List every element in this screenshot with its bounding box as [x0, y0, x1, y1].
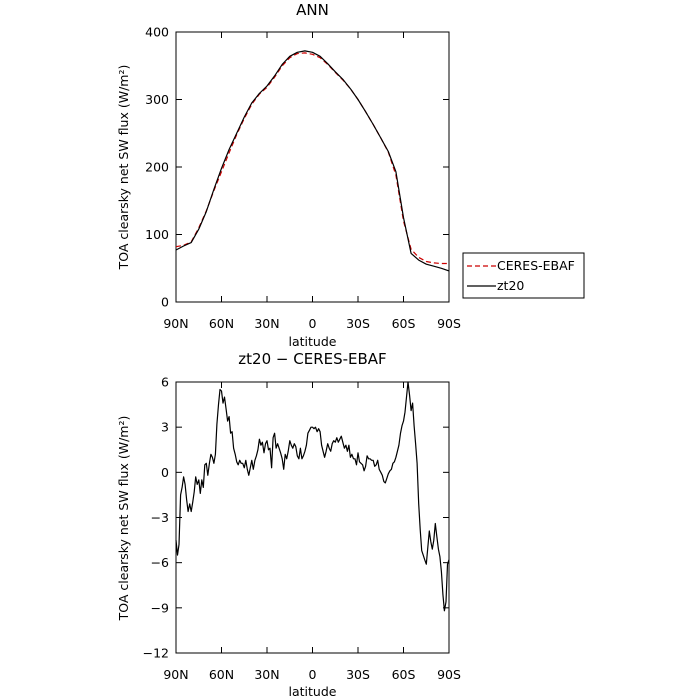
x-tick-label: 60N: [209, 667, 234, 682]
y-tick-label: 3: [161, 420, 169, 435]
y-tick-label: 200: [145, 160, 169, 175]
x-tick-label: 60S: [392, 667, 416, 682]
series-lines: [175, 50, 450, 272]
x-tick-label: 0: [309, 667, 317, 682]
x-tick-label: 90N: [163, 316, 188, 331]
x-tick-label: 0: [309, 316, 317, 331]
x-axis: 90N 60N 30N 0 30S 60S 90S: [163, 32, 461, 331]
y-tick-label: −9: [151, 600, 169, 615]
series-lines: [175, 381, 450, 612]
x-tick-label: 60S: [392, 316, 416, 331]
x-tick-label: 90S: [437, 667, 461, 682]
y-axis: 0 100 200 300 400: [145, 25, 449, 310]
x-axis-label: latitude: [289, 334, 337, 349]
y-tick-label: 100: [145, 227, 169, 242]
y-tick-label: −12: [143, 646, 169, 661]
x-tick-label: 90N: [163, 667, 188, 682]
x-axis-label: latitude: [289, 684, 337, 699]
chart-title: ANN: [296, 1, 329, 19]
y-tick-label: 6: [161, 375, 169, 390]
x-tick-label: 30S: [346, 667, 370, 682]
legend-label-zt20: zt20: [497, 278, 524, 293]
legend-box: [462, 252, 585, 299]
x-tick-label: 60N: [209, 316, 234, 331]
legend-label-ceres: CERES-EBAF: [497, 258, 575, 273]
y-tick-label: 0: [161, 465, 169, 480]
panel-difference: zt20 − CERES-EBAF −12 −9 −6 −3 0 3 6 90N 60N 30N…: [116, 350, 461, 699]
y-tick-label: 400: [145, 25, 169, 40]
x-axis: 90N 60N 30N 0 30S 60S 90S: [163, 382, 461, 682]
x-tick-label: 30S: [346, 316, 370, 331]
series-line-ceres-ebaf: [175, 52, 449, 265]
legend: CERES-EBAF zt20: [462, 252, 585, 299]
y-axis-label: TOA clearsky net SW flux (W/m²): [116, 65, 131, 271]
plot-frame: [175, 31, 450, 303]
x-tick-label: 30N: [254, 667, 279, 682]
x-tick-label: 90S: [437, 316, 461, 331]
panel-annual: ANN 0 100 200 300 400 90N 60N 30N 0 30S 60S 90S la…: [116, 1, 461, 349]
series-line-difference: [175, 381, 450, 612]
chart-title: zt20 − CERES-EBAF: [238, 350, 386, 368]
y-axis-label: TOA clearsky net SW flux (W/m²): [116, 416, 131, 622]
x-tick-label: 30N: [254, 316, 279, 331]
series-line-zt20: [175, 50, 450, 272]
y-axis: −12 −9 −6 −3 0 3 6: [143, 375, 449, 661]
y-tick-label: −3: [151, 510, 169, 525]
y-tick-label: 0: [161, 295, 169, 310]
y-tick-label: −6: [151, 555, 169, 570]
y-tick-label: 300: [145, 92, 169, 107]
